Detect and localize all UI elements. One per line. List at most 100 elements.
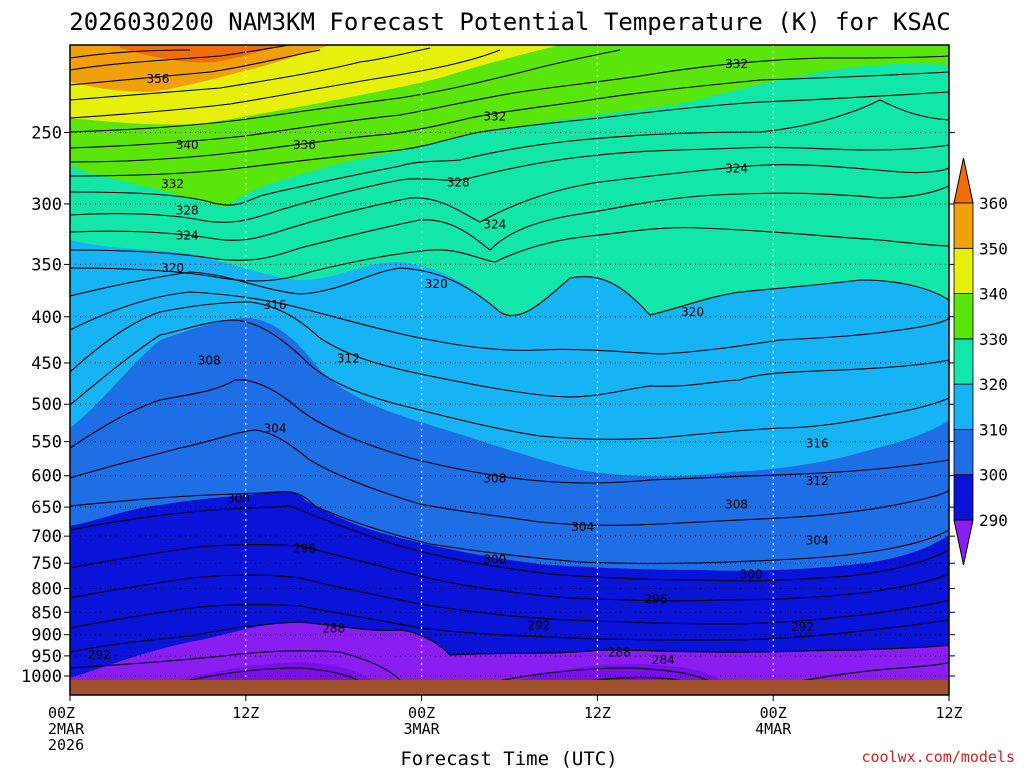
contour-label: 308 [483, 471, 506, 485]
contour-label: 292 [791, 620, 814, 634]
chart-title: 2026030200 NAM3KM Forecast Potential Tem… [69, 8, 950, 36]
contour-label: 312 [806, 474, 829, 488]
x-tick-label: 12Z [935, 704, 962, 722]
svg-text:320: 320 [681, 305, 704, 319]
y-tick-label: 900 [31, 626, 62, 646]
terrain-strip [70, 680, 949, 695]
svg-text:292: 292 [527, 618, 550, 632]
svg-text:288: 288 [322, 622, 345, 636]
svg-text:320: 320 [161, 261, 184, 275]
x-tick-label: 4MAR [755, 720, 792, 738]
svg-text:312: 312 [337, 352, 360, 366]
contour-label: 324 [725, 161, 748, 175]
svg-text:308: 308 [198, 353, 221, 367]
colorbar-label: 310 [979, 420, 1008, 439]
colorbar-segment [953, 247, 974, 294]
colorbar-segment [953, 474, 974, 521]
contour-label: 328 [447, 175, 470, 189]
svg-text:308: 308 [483, 471, 506, 485]
x-tick-label: 2026 [48, 736, 84, 754]
y-tick-label: 650 [31, 498, 62, 518]
svg-text:304: 304 [264, 422, 287, 436]
y-axis-ticks: 250 300 350 400 450 500 550 600 650 700 750 800 850 9… [21, 123, 62, 687]
contour-label: 300 [483, 553, 506, 567]
contour-label: 332 [161, 177, 184, 191]
contour-label: 332 [483, 109, 506, 123]
contour-label: 316 [264, 298, 287, 312]
x-tick-label: 00Z [408, 704, 435, 722]
svg-text:316: 316 [264, 298, 287, 312]
contour-label: 292 [88, 648, 111, 662]
svg-text:292: 292 [791, 620, 814, 634]
colorbar-label: 300 [979, 466, 1008, 485]
svg-text:336: 336 [293, 138, 316, 152]
x-tick-label: 12Z [584, 704, 611, 722]
svg-text:324: 324 [176, 228, 199, 242]
contour-label: 328 [176, 203, 199, 217]
svg-text:300: 300 [740, 568, 763, 582]
svg-text:288: 288 [608, 646, 631, 660]
grid-lines [70, 45, 949, 695]
y-tick-label: 750 [31, 554, 62, 574]
svg-text:284: 284 [652, 653, 675, 667]
contour-label: 324 [483, 217, 506, 231]
plot-area [70, 45, 949, 695]
contour-lines [70, 45, 949, 693]
svg-text:296: 296 [645, 592, 668, 606]
contour-label: 312 [337, 352, 360, 366]
contour-label: 304 [806, 534, 829, 548]
svg-text:332: 332 [725, 57, 748, 71]
contour-label: 304 [571, 520, 594, 534]
y-tick-label: 500 [31, 395, 62, 415]
y-tick-label: 950 [31, 647, 62, 667]
contour-label: 292 [527, 618, 550, 632]
x-tick-label: 00Z [760, 704, 787, 722]
svg-text:324: 324 [725, 161, 748, 175]
contour-label: 336 [293, 138, 316, 152]
svg-text:292: 292 [88, 648, 111, 662]
svg-text:312: 312 [806, 474, 829, 488]
y-tick-label: 300 [31, 195, 62, 215]
contour-label: 308 [198, 353, 221, 367]
y-tick-label: 250 [31, 123, 62, 143]
colorbar-label: 350 [979, 239, 1008, 258]
colorbar-segment [953, 293, 974, 340]
svg-text:328: 328 [447, 175, 470, 189]
y-tick-label: 700 [31, 527, 62, 547]
colorbar: 290 300 310 320 330 340 350 360 [953, 157, 1008, 566]
contour-label: 340 [176, 138, 199, 152]
y-tick-label: 400 [31, 308, 62, 328]
plot-border [69, 44, 950, 696]
colorbar-label: 340 [979, 285, 1008, 304]
colorbar-segment [953, 383, 974, 430]
svg-text:328: 328 [176, 203, 199, 217]
svg-text:308: 308 [725, 498, 748, 512]
contour-label: 288 [608, 646, 631, 660]
colorbar-bottom-arrow [953, 519, 974, 566]
svg-text:356: 356 [146, 72, 169, 86]
band-370 [120, 45, 280, 63]
y-tick-label: 450 [31, 354, 62, 374]
colorbar-segment [953, 202, 974, 249]
contour-label: 316 [806, 437, 829, 451]
y-tick-label: 600 [31, 467, 62, 487]
svg-text:300: 300 [483, 553, 506, 567]
svg-text:324: 324 [483, 217, 506, 231]
svg-text:316: 316 [806, 437, 829, 451]
x-tick-label: 12Z [232, 704, 259, 722]
svg-text:296: 296 [293, 541, 316, 555]
contour-label: 296 [293, 541, 316, 555]
colorbar-top-arrow [953, 157, 974, 204]
contour-label: 320 [681, 305, 704, 319]
svg-text:332: 332 [161, 177, 184, 191]
contour-label: 284 [652, 653, 675, 667]
contour-label: 320 [425, 277, 448, 291]
colorbar-label: 320 [979, 375, 1008, 394]
x-tick-label: 2MAR [48, 720, 85, 738]
x-axis-label: Forecast Time (UTC) [400, 748, 617, 768]
y-tick-label: 350 [31, 255, 62, 275]
y-tick-label: 1000 [21, 667, 62, 687]
svg-text:300: 300 [227, 492, 250, 506]
